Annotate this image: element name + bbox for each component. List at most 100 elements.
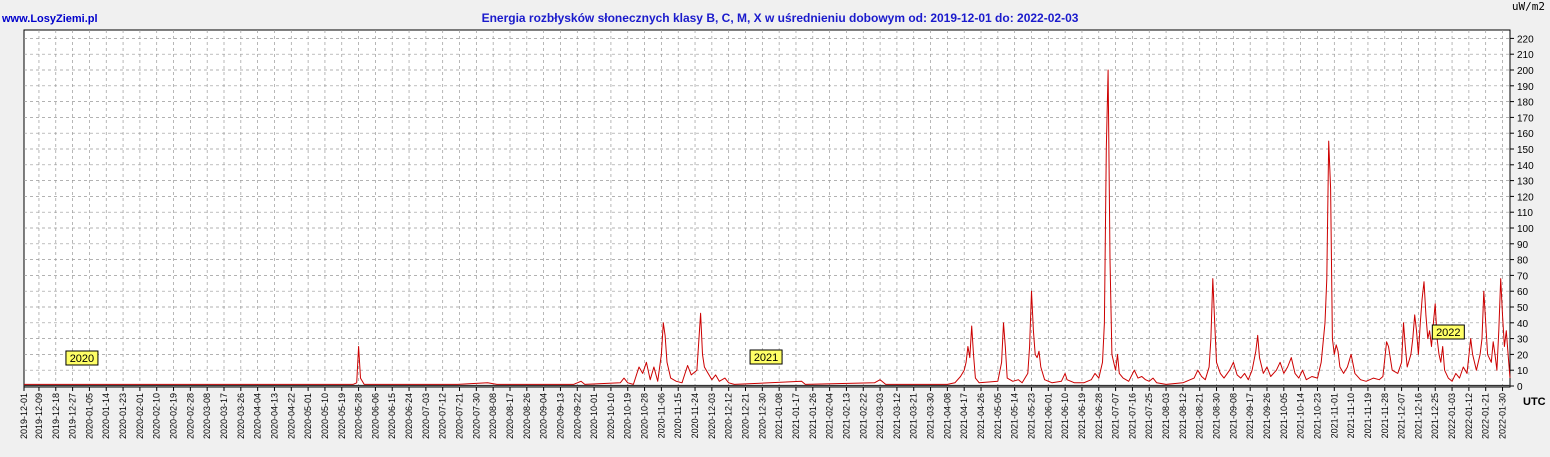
chart-title: Energia rozbłysków słonecznych klasy B, … — [482, 11, 1079, 25]
x-tick-label: 2020-10-01 — [589, 393, 599, 439]
x-tick-label: 2021-11-01 — [1329, 393, 1339, 438]
x-tick-label: 2020-12-12 — [724, 393, 734, 439]
x-tick-label: 2021-02-04 — [825, 393, 835, 439]
x-tick-label: 2021-03-12 — [892, 393, 902, 439]
y-tick-label: 30 — [1517, 335, 1529, 346]
y-tick-label: 0 — [1517, 382, 1523, 393]
x-tick-label: 2021-02-22 — [858, 393, 868, 439]
year-label: 2020 — [70, 353, 94, 365]
x-tick-label: 2022-01-30 — [1498, 393, 1508, 439]
x-tick-label: 2020-12-03 — [707, 393, 717, 439]
year-label-box — [65, 350, 99, 366]
year-labels: 2020 2021 2022 — [65, 324, 1465, 366]
x-tick-label: 2020-08-26 — [522, 393, 532, 439]
series-line — [24, 69, 1511, 385]
year-label-box — [1431, 324, 1465, 340]
x-tick-label: 2020-11-06 — [656, 393, 666, 438]
x-tick-label: 2021-06-10 — [1060, 393, 1070, 439]
site-link[interactable]: www.LosyZiemi.pl — [1, 13, 98, 25]
y-tick-label: 210 — [1517, 50, 1534, 61]
x-tick-label: 2020-10-19 — [623, 393, 633, 439]
utc-label: UTC — [1523, 396, 1546, 408]
y-tick-label: 80 — [1517, 256, 1529, 267]
x-tick-label: 2020-07-12 — [438, 393, 448, 439]
x-tick-label: 2020-01-23 — [118, 393, 128, 439]
x-tick-label: 2021-08-03 — [1161, 393, 1171, 439]
x-tick-label: 2022-01-21 — [1481, 393, 1491, 439]
x-tick-label: 2020-07-21 — [455, 393, 465, 439]
x-tick-label: 2021-04-26 — [976, 393, 986, 439]
x-tick-label: 2020-05-19 — [337, 393, 347, 439]
y-tick-label: 130 — [1517, 177, 1534, 188]
x-tick-label: 2020-07-03 — [421, 393, 431, 439]
x-tick-label: 2021-09-08 — [1228, 393, 1238, 439]
x-tick-label: 2022-01-12 — [1464, 393, 1474, 439]
x-tick-label: 2019-12-27 — [68, 393, 78, 439]
y-axis: 0 10 20 30 40 50 60 70 80 90 100 110 120 130 140 150 160… — [1510, 34, 1534, 393]
x-tick-label: 2021-06-19 — [1077, 393, 1087, 439]
x-tick-label: 2020-03-17 — [219, 393, 229, 439]
y-tick-label: 60 — [1517, 287, 1529, 298]
x-tick-label: 2021-12-07 — [1397, 393, 1407, 439]
y-tick-label: 20 — [1517, 350, 1529, 361]
x-tick-label: 2020-12-21 — [741, 393, 751, 439]
y-tick-label: 110 — [1517, 208, 1533, 219]
x-tick-label: 2021-07-07 — [1111, 393, 1121, 439]
x-tick-label: 2019-12-18 — [51, 393, 61, 439]
x-tick-label: 2021-05-14 — [1010, 393, 1020, 439]
y-tick-label: 160 — [1517, 129, 1534, 140]
y-tick-label: 170 — [1517, 113, 1534, 124]
x-tick-label: 2020-04-04 — [253, 393, 263, 439]
x-tick-label: 2021-10-23 — [1312, 393, 1322, 439]
y-tick-label: 200 — [1517, 66, 1534, 77]
x-tick-label: 2021-05-05 — [993, 393, 1003, 439]
x-tick-label: 2021-02-13 — [841, 393, 851, 439]
year-label-box — [749, 349, 783, 365]
x-tick-label: 2021-09-26 — [1262, 393, 1272, 439]
x-tick-label: 2021-01-08 — [774, 393, 784, 439]
x-tick-label: 2020-06-24 — [404, 393, 414, 439]
x-tick-label: 2021-03-03 — [875, 393, 885, 439]
x-tick-label: 2020-10-10 — [606, 393, 616, 439]
x-tick-label: 2020-02-10 — [152, 393, 162, 439]
x-tick-label: 2020-06-15 — [387, 393, 397, 439]
x-tick-label: 2021-12-16 — [1413, 393, 1423, 439]
x-tick-label: 2021-11-10 — [1346, 393, 1356, 438]
x-tick-label: 2021-08-21 — [1195, 393, 1205, 439]
x-tick-label: 2021-11-28 — [1380, 393, 1390, 438]
x-tick-label: 2022-01-03 — [1447, 393, 1457, 439]
x-tick-label: 2020-05-01 — [303, 393, 313, 439]
series — [24, 69, 1511, 387]
y-tick-label: 120 — [1517, 192, 1534, 203]
x-tick-label: 2020-02-01 — [135, 393, 145, 439]
year-label: 2022 — [1436, 327, 1460, 339]
x-tick-label: 2020-12-30 — [757, 393, 767, 439]
x-tick-label: 2020-02-28 — [185, 393, 195, 439]
x-tick-label: 2021-09-17 — [1245, 393, 1255, 439]
x-tick-label: 2020-11-24 — [690, 393, 700, 438]
x-tick-label: 2021-08-30 — [1212, 393, 1222, 439]
x-tick-label: 2020-03-08 — [202, 393, 212, 439]
x-tick-label: 2021-08-12 — [1178, 393, 1188, 439]
y-tick-label: 140 — [1517, 161, 1534, 172]
x-tick-label: 2021-05-23 — [1026, 393, 1036, 439]
x-tick-label: 2020-04-22 — [286, 393, 296, 439]
y-tick-label: 40 — [1517, 319, 1529, 330]
grid — [24, 30, 1510, 387]
y-unit-label: uW/m2 — [1512, 0, 1545, 13]
x-tick-label: 2020-09-22 — [572, 393, 582, 439]
y-tick-label: 70 — [1517, 271, 1529, 282]
x-tick-label: 2020-11-15 — [673, 393, 683, 438]
x-tick-label: 2021-03-21 — [909, 393, 919, 439]
x-tick-label: 2020-08-08 — [488, 393, 498, 439]
x-tick-label: 2021-04-08 — [942, 393, 952, 439]
y-tick-label: 90 — [1517, 240, 1529, 251]
x-tick-label: 2020-09-04 — [539, 393, 549, 439]
y-tick-label: 220 — [1517, 34, 1534, 45]
x-tick-label: 2021-01-26 — [808, 393, 818, 439]
x-tick-label: 2020-01-14 — [101, 393, 111, 439]
x-tick-label: 2021-07-16 — [1127, 393, 1137, 439]
x-tick-label: 2021-10-14 — [1296, 393, 1306, 439]
x-tick-label: 2021-06-01 — [1043, 393, 1053, 439]
